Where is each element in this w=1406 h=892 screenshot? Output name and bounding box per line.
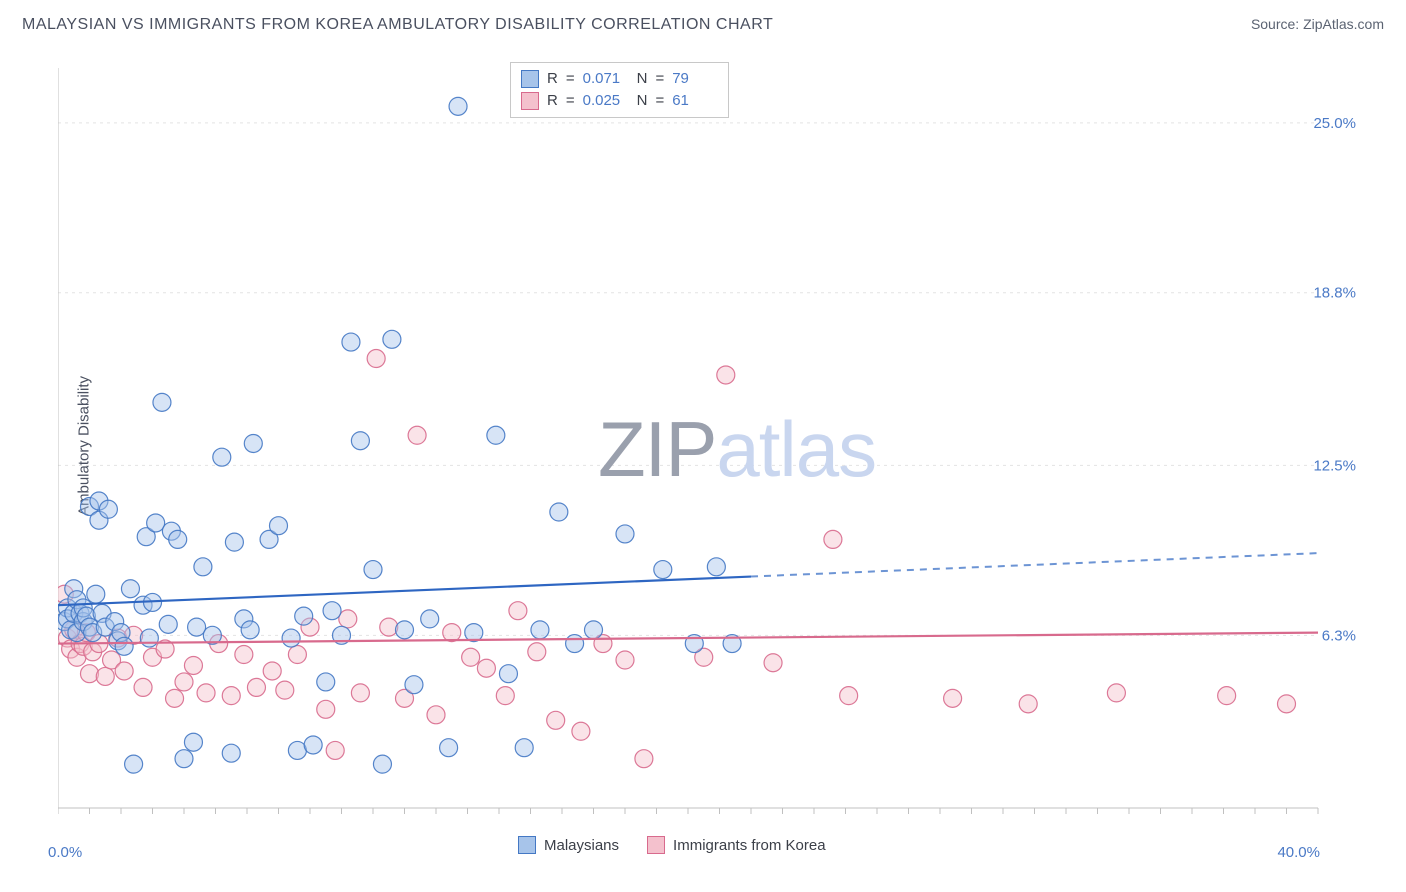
stat-r-value: 0.025 [583,90,629,112]
correlation-stats-legend: R = 0.071 N = 79 R = 0.025 N = 61 [510,62,729,118]
chart-title: MALAYSIAN VS IMMIGRANTS FROM KOREA AMBUL… [22,16,773,34]
series-legend: Malaysians Immigrants from Korea [518,836,826,854]
stat-r-label: R [547,68,558,90]
stat-n-value: 79 [672,68,718,90]
x-axis-max-label: 40.0% [1277,844,1320,861]
swatch-icon [647,836,665,854]
swatch-icon [521,70,539,88]
stat-r-label: R [547,90,558,112]
x-axis-min-label: 0.0% [48,844,82,861]
chart-area: 6.3%12.5%18.8%25.0% ZIPatlas R = 0.071 N… [58,54,1358,824]
swatch-icon [518,836,536,854]
equals-sign: = [566,68,575,90]
stat-n-value: 61 [672,90,718,112]
stat-r-value: 0.071 [583,68,629,90]
equals-sign: = [655,90,664,112]
legend-label: Immigrants from Korea [673,837,826,854]
stat-n-label: N [637,90,648,112]
source-attribution: Source: ZipAtlas.com [1251,16,1384,32]
swatch-icon [521,92,539,110]
chart-header: MALAYSIAN VS IMMIGRANTS FROM KOREA AMBUL… [0,0,1406,40]
svg-text:6.3%: 6.3% [1322,627,1356,644]
equals-sign: = [655,68,664,90]
svg-text:18.8%: 18.8% [1313,285,1356,302]
stats-row: R = 0.071 N = 79 [521,68,718,90]
legend-item: Immigrants from Korea [647,836,826,854]
scatter-plot: 6.3% 12.5% 18.8% 25.0% [58,54,1358,824]
legend-label: Malaysians [544,837,619,854]
equals-sign: = [566,90,575,112]
stat-n-label: N [637,68,648,90]
legend-item: Malaysians [518,836,619,854]
svg-text:12.5%: 12.5% [1313,457,1356,474]
svg-text:25.0%: 25.0% [1313,115,1356,132]
stats-row: R = 0.025 N = 61 [521,90,718,112]
